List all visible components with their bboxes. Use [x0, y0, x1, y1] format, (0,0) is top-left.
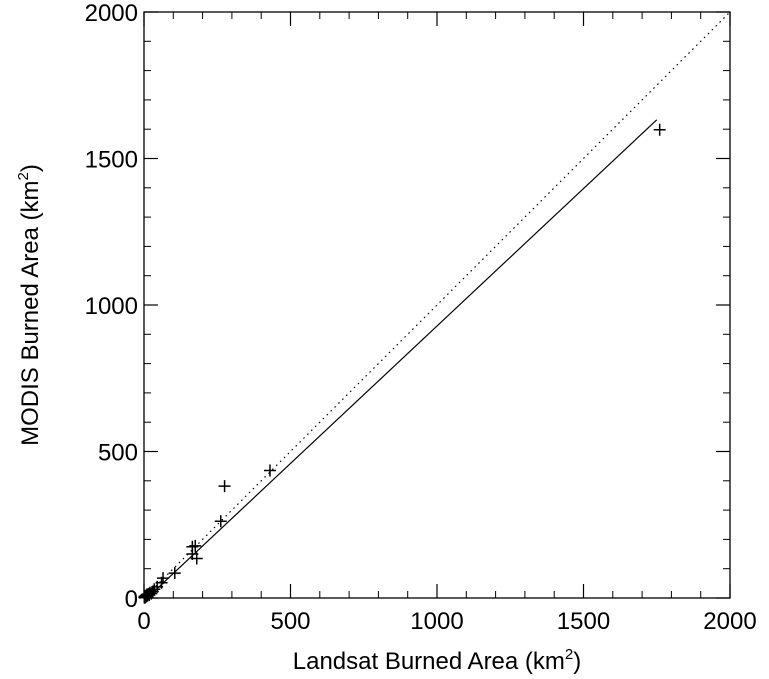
y-axis-title-text: MODIS Burned Area (km — [17, 180, 44, 445]
y-tick-label: 1500 — [85, 147, 138, 174]
regression-line — [143, 119, 658, 602]
x-axis-title-end: ) — [573, 648, 581, 675]
y-axis-title-end: ) — [17, 164, 44, 172]
y-tick-label: 1000 — [85, 293, 138, 320]
data-point — [168, 567, 181, 580]
data-point — [214, 515, 227, 528]
x-tick-label: 2000 — [703, 608, 756, 635]
x-tick-label: 1000 — [410, 608, 463, 635]
y-axis-title-sup: 2 — [15, 172, 32, 180]
data-point — [189, 539, 202, 552]
y-tick-label: 2000 — [85, 0, 138, 27]
data-points — [138, 123, 666, 604]
plot-frame — [143, 11, 731, 599]
x-tick-label: 0 — [137, 608, 150, 635]
y-tick-labels: 0 500 1000 1500 2000 — [85, 0, 138, 613]
data-point — [148, 583, 161, 596]
y-tick-label: 0 — [125, 586, 138, 613]
data-point — [263, 464, 276, 477]
y-tick-label: 500 — [98, 440, 138, 467]
data-point — [218, 480, 231, 493]
y-axis-title: MODIS Burned Area (km2) — [15, 164, 44, 446]
x-axis-title: Landsat Burned Area (km2) — [293, 646, 582, 675]
x-axis-title-text: Landsat Burned Area (km — [293, 648, 565, 675]
minor-ticks — [144, 12, 730, 598]
data-point — [653, 123, 666, 136]
data-point — [157, 572, 170, 585]
data-point — [190, 552, 203, 565]
fit-lines — [143, 11, 731, 602]
x-axis-title-sup: 2 — [565, 646, 573, 663]
one-to-one-line — [143, 11, 731, 599]
x-tick-labels: 0 500 1000 1500 2000 — [137, 608, 756, 635]
x-tick-label: 1500 — [557, 608, 610, 635]
x-tick-label: 500 — [270, 608, 310, 635]
data-point — [186, 540, 199, 553]
